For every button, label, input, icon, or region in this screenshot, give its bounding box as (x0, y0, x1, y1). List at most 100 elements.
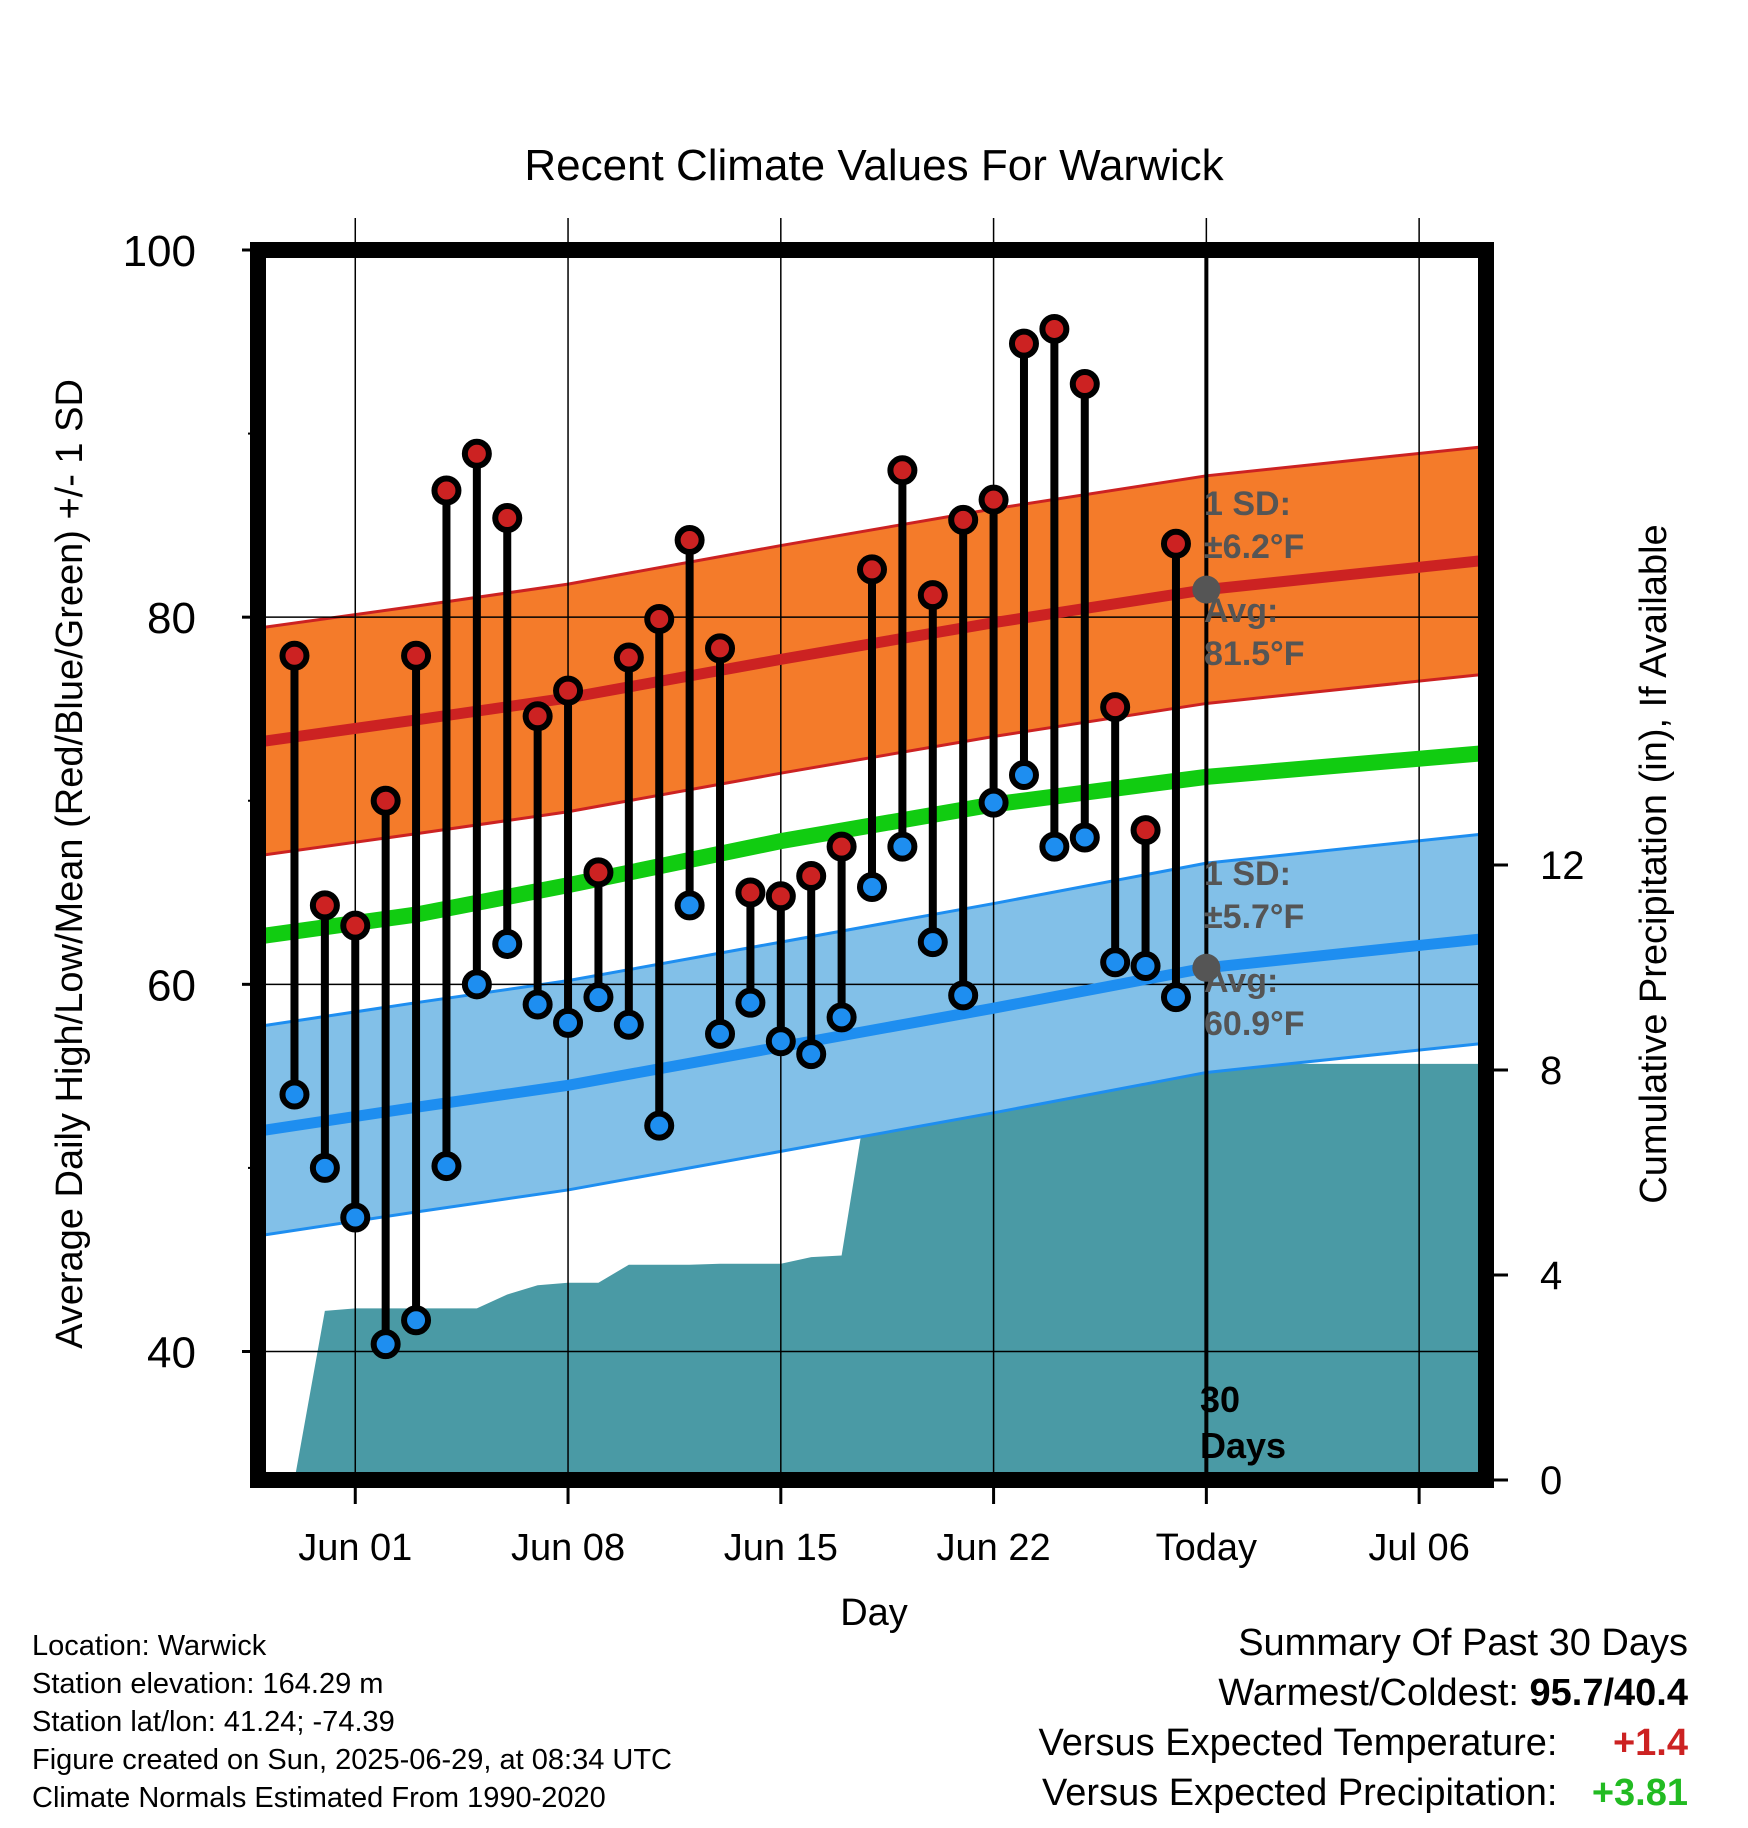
info-location: Location: Warwick (32, 1630, 267, 1662)
daily-low-point (1160, 982, 1191, 1013)
low-sd-label: 1 SD: (1204, 855, 1291, 893)
summary-precip-row: Versus Expected Precipitation: +3.81 (1042, 1772, 1688, 1815)
summary-title: Summary Of Past 30 Days (1238, 1622, 1688, 1664)
daily-high-point (644, 604, 675, 634)
today-marker-layer (1192, 250, 1221, 1480)
daily-high-point (735, 877, 766, 908)
x-tick-label: Jun 08 (511, 1527, 625, 1569)
daily-low-point (887, 831, 918, 862)
daily-high-point (492, 503, 523, 534)
today-low-normal-dot (1192, 953, 1221, 982)
daily-high-point (431, 475, 462, 506)
y-tick-label: 80 (147, 594, 196, 643)
daily-dots-layer (279, 313, 1191, 1360)
daily-high-point (857, 554, 887, 585)
daily-low-point (644, 1110, 675, 1141)
daily-high-point (1160, 528, 1191, 559)
high-sd-label: 1 SD: (1204, 485, 1291, 523)
daily-low-point (857, 872, 887, 903)
x-tick-label: Jun 22 (937, 1527, 1051, 1569)
y2-tick-label: 4 (1540, 1254, 1562, 1298)
daily-high-point (674, 525, 705, 556)
daily-high-point (1100, 692, 1131, 723)
daily-high-point (613, 642, 644, 673)
high-avg-label: Avg: (1204, 592, 1278, 630)
window-count: 30 (1200, 1379, 1240, 1420)
daily-low-point (1069, 822, 1100, 853)
daily-high-point (917, 580, 948, 611)
low-avg-value: 60.9°F (1204, 1005, 1305, 1043)
info-elevation: Station elevation: 164.29 m (32, 1668, 384, 1700)
daily-low-point (1008, 760, 1039, 791)
precip-area (294, 1063, 1486, 1480)
daily-low-point (1100, 947, 1131, 978)
axis-layer: 40 60 80 100 0 4 8 12 Jun 01 Jun 08 Jun 15 Jun 22 To… (123, 227, 1585, 1569)
x-tick-label: Jun 15 (724, 1527, 838, 1569)
daily-high-point (553, 675, 584, 706)
summary-temp-value: +1.4 (1612, 1722, 1688, 1764)
daily-low-point (796, 1039, 827, 1070)
today-high-normal-dot (1192, 575, 1221, 604)
daily-high-point (370, 785, 401, 816)
daily-high-point (826, 831, 857, 862)
daily-low-point (1130, 950, 1161, 981)
info-created: Figure created on Sun, 2025-06-29, at 08… (32, 1744, 672, 1776)
daily-low-point (826, 1002, 857, 1033)
daily-low-point (674, 890, 705, 921)
daily-low-point (279, 1079, 310, 1110)
daily-low-point (553, 1007, 584, 1038)
y2-axis-label: Cumulative Precipitation (in), If Availa… (1633, 524, 1675, 1203)
x-tick-label: Today (1156, 1527, 1257, 1569)
daily-high-point (796, 861, 827, 892)
summary-warmest-row: Warmest/Coldest: 95.7/40.4 (1218, 1672, 1688, 1715)
y-tick-label: 100 (123, 227, 196, 276)
y2-tick-label: 12 (1540, 844, 1585, 888)
daily-low-point (705, 1018, 736, 1049)
daily-high-point (978, 484, 1009, 515)
info-normals: Climate Normals Estimated From 1990-2020 (32, 1782, 606, 1814)
precip-area-layer (294, 1063, 1486, 1480)
daily-high-point (765, 881, 796, 912)
daily-stems-layer (290, 328, 1180, 1345)
daily-high-point (401, 640, 432, 671)
daily-low-point (309, 1152, 340, 1183)
summary-warmest-label: Warmest/Coldest: (1218, 1672, 1519, 1714)
daily-low-point (978, 787, 1009, 818)
low-sd-value: ±5.7°F (1204, 898, 1304, 936)
y-tick-label: 40 (147, 1328, 196, 1377)
summary-temp-label: Versus Expected Temperature: (1038, 1722, 1558, 1764)
daily-high-point (279, 640, 310, 671)
daily-high-point (340, 910, 371, 941)
daily-high-point (461, 438, 492, 469)
daily-high-point (887, 455, 918, 486)
daily-low-point (340, 1202, 371, 1233)
x-tick-label: Jul 06 (1368, 1527, 1469, 1569)
daily-high-point (1069, 369, 1100, 400)
summary-warmest-value: 95.7/40.4 (1529, 1672, 1688, 1714)
info-latlon: Station lat/lon: 41.24; -74.39 (32, 1706, 395, 1738)
daily-low-point (948, 980, 979, 1011)
daily-low-point (583, 982, 614, 1013)
y2-tick-label: 0 (1540, 1459, 1562, 1503)
daily-low-point (613, 1009, 644, 1040)
chart-title: Recent Climate Values For Warwick (524, 141, 1224, 190)
daily-low-point (492, 928, 523, 959)
high-avg-value: 81.5°F (1204, 635, 1305, 673)
daily-high-point (309, 890, 340, 921)
x-axis-label: Day (840, 1592, 908, 1634)
daily-high-point (522, 701, 553, 732)
x-tick-label: Jun 01 (298, 1527, 412, 1569)
annotation-layer: 1 SD: ±6.2°F Avg: 81.5°F 1 SD: ±5.7°F Av… (1200, 485, 1305, 1466)
daily-high-point (1039, 313, 1070, 344)
high-sd-value: ±6.2°F (1204, 528, 1304, 566)
summary-precip-label: Versus Expected Precipitation: (1042, 1772, 1558, 1814)
daily-high-point (705, 633, 736, 664)
low-avg-label: Avg: (1204, 962, 1278, 1000)
y-axis-label: Average Daily High/Low/Mean (Red/Blue/Gr… (49, 379, 91, 1349)
daily-low-point (917, 927, 948, 958)
daily-low-point (401, 1305, 432, 1336)
window-unit: Days (1200, 1425, 1286, 1466)
summary-temp-row: Versus Expected Temperature: +1.4 (1039, 1722, 1688, 1765)
daily-low-point (1039, 831, 1070, 862)
